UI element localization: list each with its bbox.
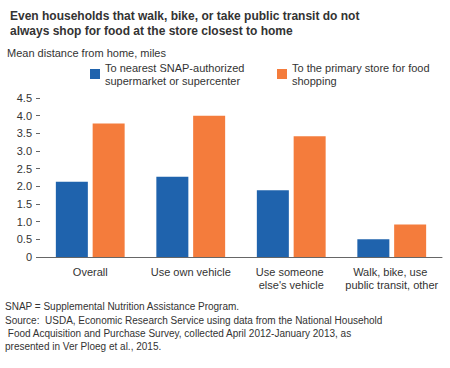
svg-text:0.5: 0.5 [17,233,32,245]
svg-text:SNAP = Supplemental Nutrition: SNAP = Supplemental Nutrition Assistance… [5,301,239,312]
svg-text:Use someone: Use someone [256,266,327,278]
svg-text:To nearest SNAP-authorized: To nearest SNAP-authorized [105,62,247,74]
svg-text:4.5: 4.5 [17,92,32,104]
svg-text:presented in Ver Ploeg et al.,: presented in Ver Ploeg et al., 2015. [5,341,161,352]
svg-text:2.0: 2.0 [17,180,32,192]
svg-text:2.5: 2.5 [17,163,32,175]
svg-text:1.0: 1.0 [17,216,32,228]
svg-text:1.5: 1.5 [17,198,32,210]
svg-text:Mean distance from home, miles: Mean distance from home, miles [7,47,166,59]
svg-text:Overall: Overall [73,266,108,278]
svg-text:4.0: 4.0 [17,110,32,122]
svg-text:supermarket or supercenter: supermarket or supercenter [105,75,240,87]
svg-text:shopping: shopping [292,75,337,87]
svg-text:public transit, other: public transit, other [345,279,438,291]
svg-text:always shop for food at the st: always shop for food at the store closes… [10,24,293,38]
svg-text:Source: USDA, Economic Resear: Source: USDA, Economic Research Service … [5,315,382,326]
svg-text:3.5: 3.5 [17,127,32,139]
svg-text:3.0: 3.0 [17,145,32,157]
svg-text:else's vehicle: else's vehicle [259,279,324,291]
svg-text:To the primary store for food: To the primary store for food [292,62,433,74]
svg-text:Food Acquisition and Purchase: Food Acquisition and Purchase Survey, co… [5,328,354,339]
svg-text:0: 0 [26,251,32,263]
svg-text:Walk, bike, use: Walk, bike, use [353,266,430,278]
svg-text:Even households that walk, bik: Even households that walk, bike, or take… [10,9,363,23]
svg-text:Use own vehicle: Use own vehicle [151,266,231,278]
